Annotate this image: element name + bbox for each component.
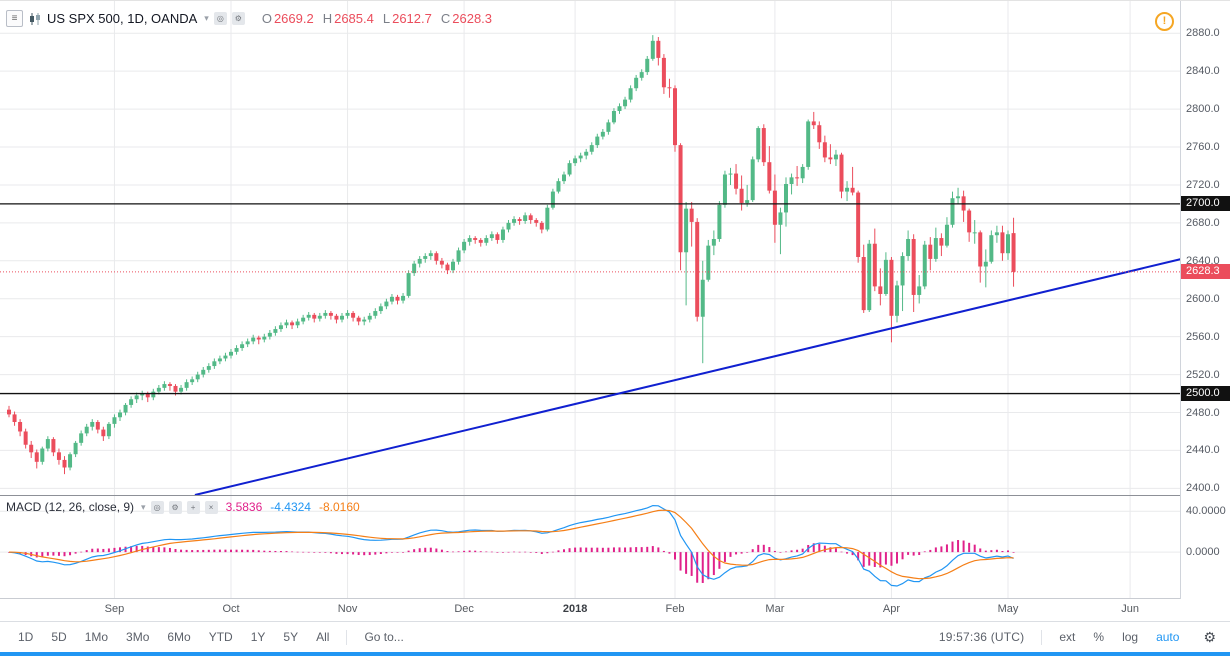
macd-legend: MACD (12, 26, close, 9) ▾ ◎ ⚙ + × 3.5836… [6, 500, 360, 514]
range-button-5d[interactable]: 5D [43, 628, 74, 646]
goto-button[interactable]: Go to... [356, 628, 411, 646]
price-axis-label: 2600.0 [1186, 292, 1220, 305]
ohlc-readout: O 2669.2 H 2685.4 L 2612.7 C 2628.3 [262, 11, 492, 26]
time-axis-label: Mar [765, 603, 785, 615]
high-label: H [322, 11, 333, 26]
scale-button-ext[interactable]: ext [1051, 628, 1083, 646]
range-button-6mo[interactable]: 6Mo [159, 628, 198, 646]
macd-axis-label: 0.0000 [1186, 546, 1220, 559]
bottom-toolbar: 1D 5D 1Mo 3Mo 6Mo YTD 1Y 5Y All Go to... 19:57:3… [0, 621, 1230, 652]
time-axis[interactable]: Sep Oct Nov Dec 2018 Feb Mar Apr May Jun [0, 599, 1230, 621]
macd-signal-value: -8.0160 [318, 500, 360, 514]
time-axis-label: Nov [337, 603, 358, 615]
range-button-all[interactable]: All [308, 628, 337, 646]
pane-menu-icon[interactable]: ≡ [6, 10, 23, 27]
price-axis-label: 2880.0 [1186, 27, 1220, 40]
open-value: 2669.2 [273, 11, 314, 26]
chart-canvas[interactable] [0, 1, 1180, 599]
eye-icon[interactable]: ◎ [213, 12, 227, 25]
hline-price-badge: 2700.0 [1181, 196, 1230, 212]
hline-price-badge: 2500.0 [1181, 386, 1230, 402]
time-axis-label: Apr [882, 603, 900, 615]
time-axis-label: Sep [104, 603, 125, 615]
time-axis-label: 2018 [562, 603, 588, 615]
toolbar-divider [1041, 629, 1043, 645]
price-axis-label: 2680.0 [1186, 216, 1220, 229]
chevron-down-icon[interactable]: ▾ [141, 501, 146, 512]
price-axis-label: 2720.0 [1186, 178, 1220, 191]
time-axis-label: Dec [454, 603, 474, 615]
gear-icon[interactable]: ⚙ [231, 12, 245, 25]
eye-icon[interactable]: ◎ [150, 500, 164, 514]
time-axis-label: May [997, 603, 1019, 615]
macd-histogram-value: 3.5836 [225, 500, 263, 514]
price-axis[interactable]: 2880.0 2840.0 2800.0 2760.0 2720.0 2680.0 2640… [1180, 1, 1230, 599]
price-axis-label: 2560.0 [1186, 330, 1220, 343]
low-label: L [382, 11, 391, 26]
scale-button-group: ext% log auto [1051, 628, 1187, 646]
price-axis-label: 2640.0 [1186, 254, 1220, 267]
plus-icon[interactable]: + [186, 500, 200, 514]
chevron-down-icon[interactable]: ▾ [204, 13, 209, 23]
price-axis-label: 2520.0 [1186, 368, 1220, 381]
time-axis-label: Oct [222, 603, 240, 615]
range-button-1d[interactable]: 1D [10, 628, 41, 646]
price-axis-label: 2800.0 [1186, 103, 1220, 116]
macd-axis-label: 40.0000 [1186, 505, 1226, 518]
range-button-5y[interactable]: 5Y [275, 628, 306, 646]
settings-gear-icon[interactable]: ⚙ [1199, 629, 1220, 646]
price-axis-label: 2400.0 [1186, 482, 1220, 495]
alert-warning-icon[interactable]: ! [1155, 12, 1174, 31]
price-axis-label: 2840.0 [1186, 65, 1220, 78]
symbol-title[interactable]: US SPX 500, 1D, OANDA [47, 11, 198, 26]
range-button-1mo[interactable]: 1Mo [77, 628, 116, 646]
macd-title[interactable]: MACD (12, 26, close, 9) [6, 500, 135, 514]
scale-button-percent[interactable]: % [1085, 628, 1112, 646]
bottom-accent-bar [0, 652, 1230, 656]
price-axis-label: 2440.0 [1186, 444, 1220, 457]
gear-icon[interactable]: ⚙ [168, 500, 182, 514]
time-axis-label: Feb [665, 603, 685, 615]
scale-button-log[interactable]: log [1114, 628, 1146, 646]
open-label: O [261, 11, 272, 26]
close-value: 2628.3 [452, 11, 493, 26]
low-value: 2612.7 [392, 11, 432, 26]
close-icon[interactable]: × [204, 500, 218, 514]
scale-button-auto[interactable]: auto [1148, 628, 1187, 646]
macd-line-value: -4.4324 [270, 500, 311, 514]
last-price-badge: 2628.3 [1181, 264, 1230, 280]
time-axis-label: Jun [1121, 603, 1139, 615]
range-button-1y[interactable]: 1Y [243, 628, 274, 646]
series-type-icon[interactable] [28, 12, 42, 26]
toolbar-divider [346, 629, 348, 645]
price-axis-label: 2480.0 [1186, 406, 1220, 419]
clock-utc[interactable]: 19:57:36 (UTC) [931, 628, 1033, 646]
close-label: C [440, 11, 451, 26]
range-button-ytd[interactable]: YTD [201, 628, 241, 646]
high-value: 2685.4 [334, 11, 374, 26]
price-axis-label: 2760.0 [1186, 141, 1220, 154]
range-button-3mo[interactable]: 3Mo [118, 628, 157, 646]
range-button-group: 1D 5D 1Mo 3Mo 6Mo YTD 1Y 5Y All [10, 628, 337, 646]
